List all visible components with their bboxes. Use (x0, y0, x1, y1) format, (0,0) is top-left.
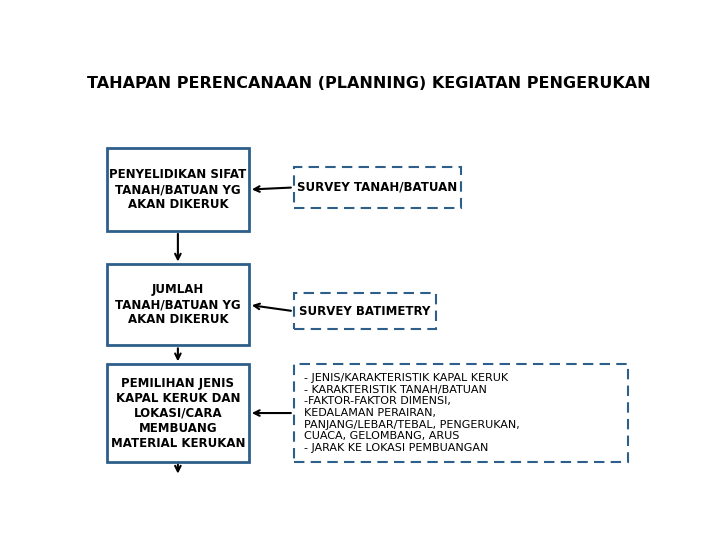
Bar (107, 265, 249, 346)
Bar (107, 364, 249, 462)
Text: SURVEY BATIMETRY: SURVEY BATIMETRY (299, 305, 431, 318)
Text: - JENIS/KARAKTERISTIK KAPAL KERUK
- KARAKTERISTIK TANAH/BATUAN
-FAKTOR-FAKTOR DI: - JENIS/KARAKTERISTIK KAPAL KERUK - KARA… (304, 373, 519, 453)
Bar (107, 148, 249, 231)
Bar (294, 364, 629, 462)
Bar (294, 167, 461, 208)
Text: JUMLAH
TANAH/BATUAN YG
AKAN DIKERUK: JUMLAH TANAH/BATUAN YG AKAN DIKERUK (115, 284, 240, 326)
Text: PEMILIHAN JENIS
KAPAL KERUK DAN
LOKASI/CARA
MEMBUANG
MATERIAL KERUKAN: PEMILIHAN JENIS KAPAL KERUK DAN LOKASI/C… (111, 376, 245, 449)
Text: SURVEY TANAH/BATUAN: SURVEY TANAH/BATUAN (297, 181, 457, 194)
Bar (294, 294, 436, 329)
Text: TAHAPAN PERENCANAAN (PLANNING) KEGIATAN PENGERUKAN: TAHAPAN PERENCANAAN (PLANNING) KEGIATAN … (87, 76, 651, 91)
Text: PENYELIDIKAN SIFAT
TANAH/BATUAN YG
AKAN DIKERUK: PENYELIDIKAN SIFAT TANAH/BATUAN YG AKAN … (109, 168, 246, 211)
